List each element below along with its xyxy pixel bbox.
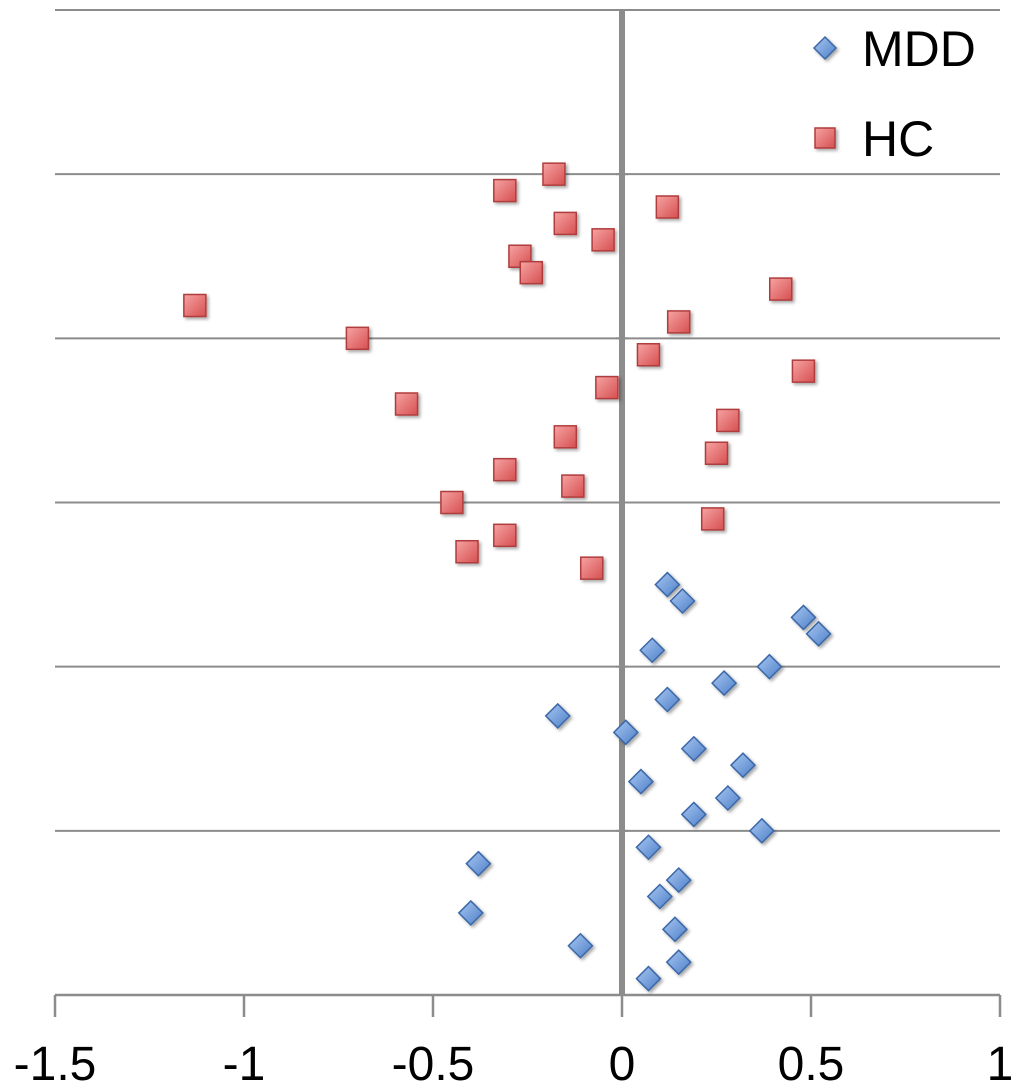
mdd-point	[635, 965, 662, 992]
mdd-point	[805, 620, 832, 647]
hc-point	[595, 375, 619, 400]
hc-point	[519, 260, 544, 285]
mdd-point	[612, 719, 639, 746]
hc-point	[183, 293, 207, 318]
mdd-point	[790, 604, 817, 631]
hc-point	[636, 343, 661, 367]
series-mdd	[457, 571, 832, 992]
mdd-point	[714, 784, 741, 812]
mdd-point	[567, 932, 594, 959]
x-tick-label: -0.5	[392, 1038, 475, 1087]
x-tick-label: -1	[223, 1038, 266, 1087]
x-tick-label: 1	[987, 1038, 1014, 1087]
series-hc	[183, 162, 816, 580]
mdd-point	[465, 850, 492, 877]
hc-point	[493, 178, 517, 203]
legend-marker-mdd	[812, 35, 838, 61]
axes: -1.5 -1 -0.5 0 0.5 1	[14, 9, 1014, 1087]
hc-point	[345, 326, 370, 351]
mdd-point	[665, 949, 692, 976]
hc-point	[455, 540, 479, 564]
mdd-point	[635, 834, 662, 861]
hc-point	[493, 457, 517, 482]
mdd-point	[639, 637, 666, 664]
hc-point	[553, 425, 578, 449]
hc-point	[580, 556, 604, 580]
mdd-point	[627, 768, 654, 795]
hc-point	[440, 490, 464, 515]
hc-point	[553, 211, 578, 236]
legend-label-mdd: MDD	[862, 21, 976, 77]
hc-point	[704, 441, 729, 465]
mdd-point	[729, 752, 757, 779]
hc-point	[493, 523, 517, 548]
hc-point	[655, 195, 680, 219]
mdd-point	[748, 817, 775, 844]
gridlines	[55, 9, 1000, 832]
hc-point	[542, 162, 566, 186]
mdd-point	[654, 571, 681, 598]
mdd-point	[654, 686, 681, 713]
hc-point	[666, 310, 691, 334]
mdd-point	[680, 801, 707, 828]
x-tick-label: -1.5	[14, 1038, 97, 1087]
mdd-point	[646, 883, 673, 910]
mdd-point	[457, 899, 484, 926]
legend-item-mdd: MDD	[812, 21, 976, 77]
x-tick-label: 0	[609, 1038, 636, 1087]
hc-point	[394, 392, 419, 416]
mdd-point	[665, 867, 692, 894]
hc-point	[791, 359, 816, 383]
hc-point	[561, 474, 585, 498]
mdd-point	[680, 735, 707, 762]
mdd-point	[710, 670, 738, 697]
mdd-point	[661, 916, 688, 943]
legend-item-hc: HC	[814, 111, 934, 167]
data-points	[183, 162, 832, 992]
legend-marker-hc	[814, 127, 836, 149]
mdd-point	[756, 653, 783, 680]
hc-point	[591, 228, 615, 252]
mdd-point	[544, 702, 571, 729]
hc-point	[700, 507, 725, 531]
mdd-point	[669, 587, 696, 615]
hc-point	[716, 408, 740, 433]
legend: MDD HC	[812, 21, 976, 167]
legend-label-hc: HC	[862, 111, 934, 167]
x-tick-label: 0.5	[778, 1038, 845, 1087]
hc-point	[769, 277, 793, 301]
